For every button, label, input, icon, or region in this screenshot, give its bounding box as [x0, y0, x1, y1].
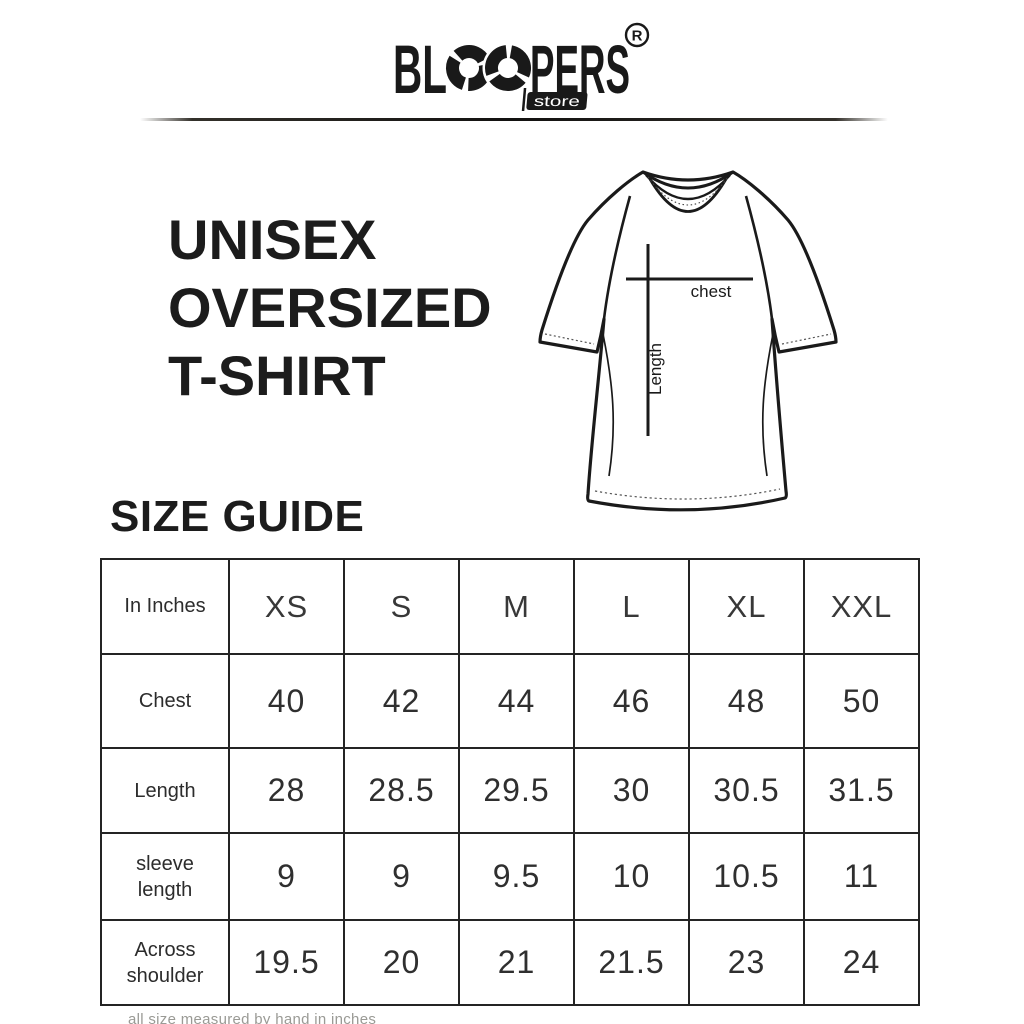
- size-value-cell: 46: [573, 653, 690, 749]
- measurement-annotations: chest Length: [626, 244, 753, 436]
- bloopers-logo-graphic: BL PERS R store: [393, 22, 650, 111]
- unit-header-cell: In Inches: [100, 558, 230, 655]
- size-guide-heading: SIZE GUIDE: [110, 492, 365, 541]
- size-value-cell: 42: [343, 653, 460, 749]
- column-header-xs: XS: [228, 558, 345, 655]
- size-value-cell: 24: [803, 919, 920, 1006]
- size-value-cell: 48: [688, 653, 805, 749]
- tshirt-figure: chest Length: [531, 156, 873, 524]
- size-value-cell: 28: [228, 747, 345, 834]
- size-value-cell: 19.5: [228, 919, 345, 1006]
- table-row-sleeve-length: sleeve length 9 9 9.5 10 10.5 11: [100, 832, 920, 921]
- tshirt-illustration: chest Length: [538, 170, 838, 512]
- table-row-chest: Chest 40 42 44 46 48 50: [100, 653, 920, 749]
- size-value-cell: 9: [343, 832, 460, 921]
- oo-monogram-icon: [446, 42, 534, 94]
- size-value-cell: 10.5: [688, 832, 805, 921]
- size-value-cell: 9.5: [458, 832, 575, 921]
- store-badge: store: [521, 88, 588, 111]
- row-label: Chest: [100, 653, 230, 749]
- size-value-cell: 30: [573, 747, 690, 834]
- product-title-line-1: UNISEX: [168, 208, 377, 271]
- size-table: In Inches XS S M L XL XXL Chest 40 42 44…: [100, 558, 920, 1006]
- column-header-m: M: [458, 558, 575, 655]
- footnote: all size measured by hand in inches: [128, 1011, 377, 1024]
- length-label: Length: [646, 343, 665, 395]
- size-value-cell: 23: [688, 919, 805, 1006]
- size-value-cell: 20: [343, 919, 460, 1006]
- table-header-row: In Inches XS S M L XL XXL: [100, 558, 920, 655]
- header-divider: [140, 118, 888, 121]
- size-value-cell: 10: [573, 832, 690, 921]
- table-row-length: Length 28 28.5 29.5 30 30.5 31.5: [100, 747, 920, 834]
- size-value-cell: 50: [803, 653, 920, 749]
- wordmark-prefix: BL: [393, 31, 447, 108]
- registered-trademark-icon: R: [624, 22, 650, 48]
- size-value-cell: 28.5: [343, 747, 460, 834]
- size-value-cell: 21.5: [573, 919, 690, 1006]
- brand-logo: BL PERS R store: [0, 20, 1024, 112]
- size-value-cell: 9: [228, 832, 345, 921]
- size-value-cell: 11: [803, 832, 920, 921]
- store-badge-label: store: [533, 94, 580, 110]
- chest-label: chest: [691, 282, 732, 301]
- registered-trademark-letter: R: [632, 28, 643, 45]
- row-label: sleeve length: [100, 832, 230, 921]
- row-label: Length: [100, 747, 230, 834]
- row-label: Across shoulder: [100, 919, 230, 1006]
- product-title: UNISEX OVERSIZED T-SHIRT: [168, 206, 492, 410]
- tshirt-outline: [538, 170, 838, 512]
- size-value-cell: 30.5: [688, 747, 805, 834]
- size-value-cell: 29.5: [458, 747, 575, 834]
- size-value-cell: 31.5: [803, 747, 920, 834]
- column-header-xxl: XXL: [803, 558, 920, 655]
- column-header-xl: XL: [688, 558, 805, 655]
- product-title-line-3: T-SHIRT: [168, 344, 386, 407]
- table-row-across-shoulder: Across shoulder 19.5 20 21 21.5 23 24: [100, 919, 920, 1006]
- size-value-cell: 40: [228, 653, 345, 749]
- size-value-cell: 21: [458, 919, 575, 1006]
- product-title-line-2: OVERSIZED: [168, 276, 492, 339]
- column-header-s: S: [343, 558, 460, 655]
- size-value-cell: 44: [458, 653, 575, 749]
- column-header-l: L: [573, 558, 690, 655]
